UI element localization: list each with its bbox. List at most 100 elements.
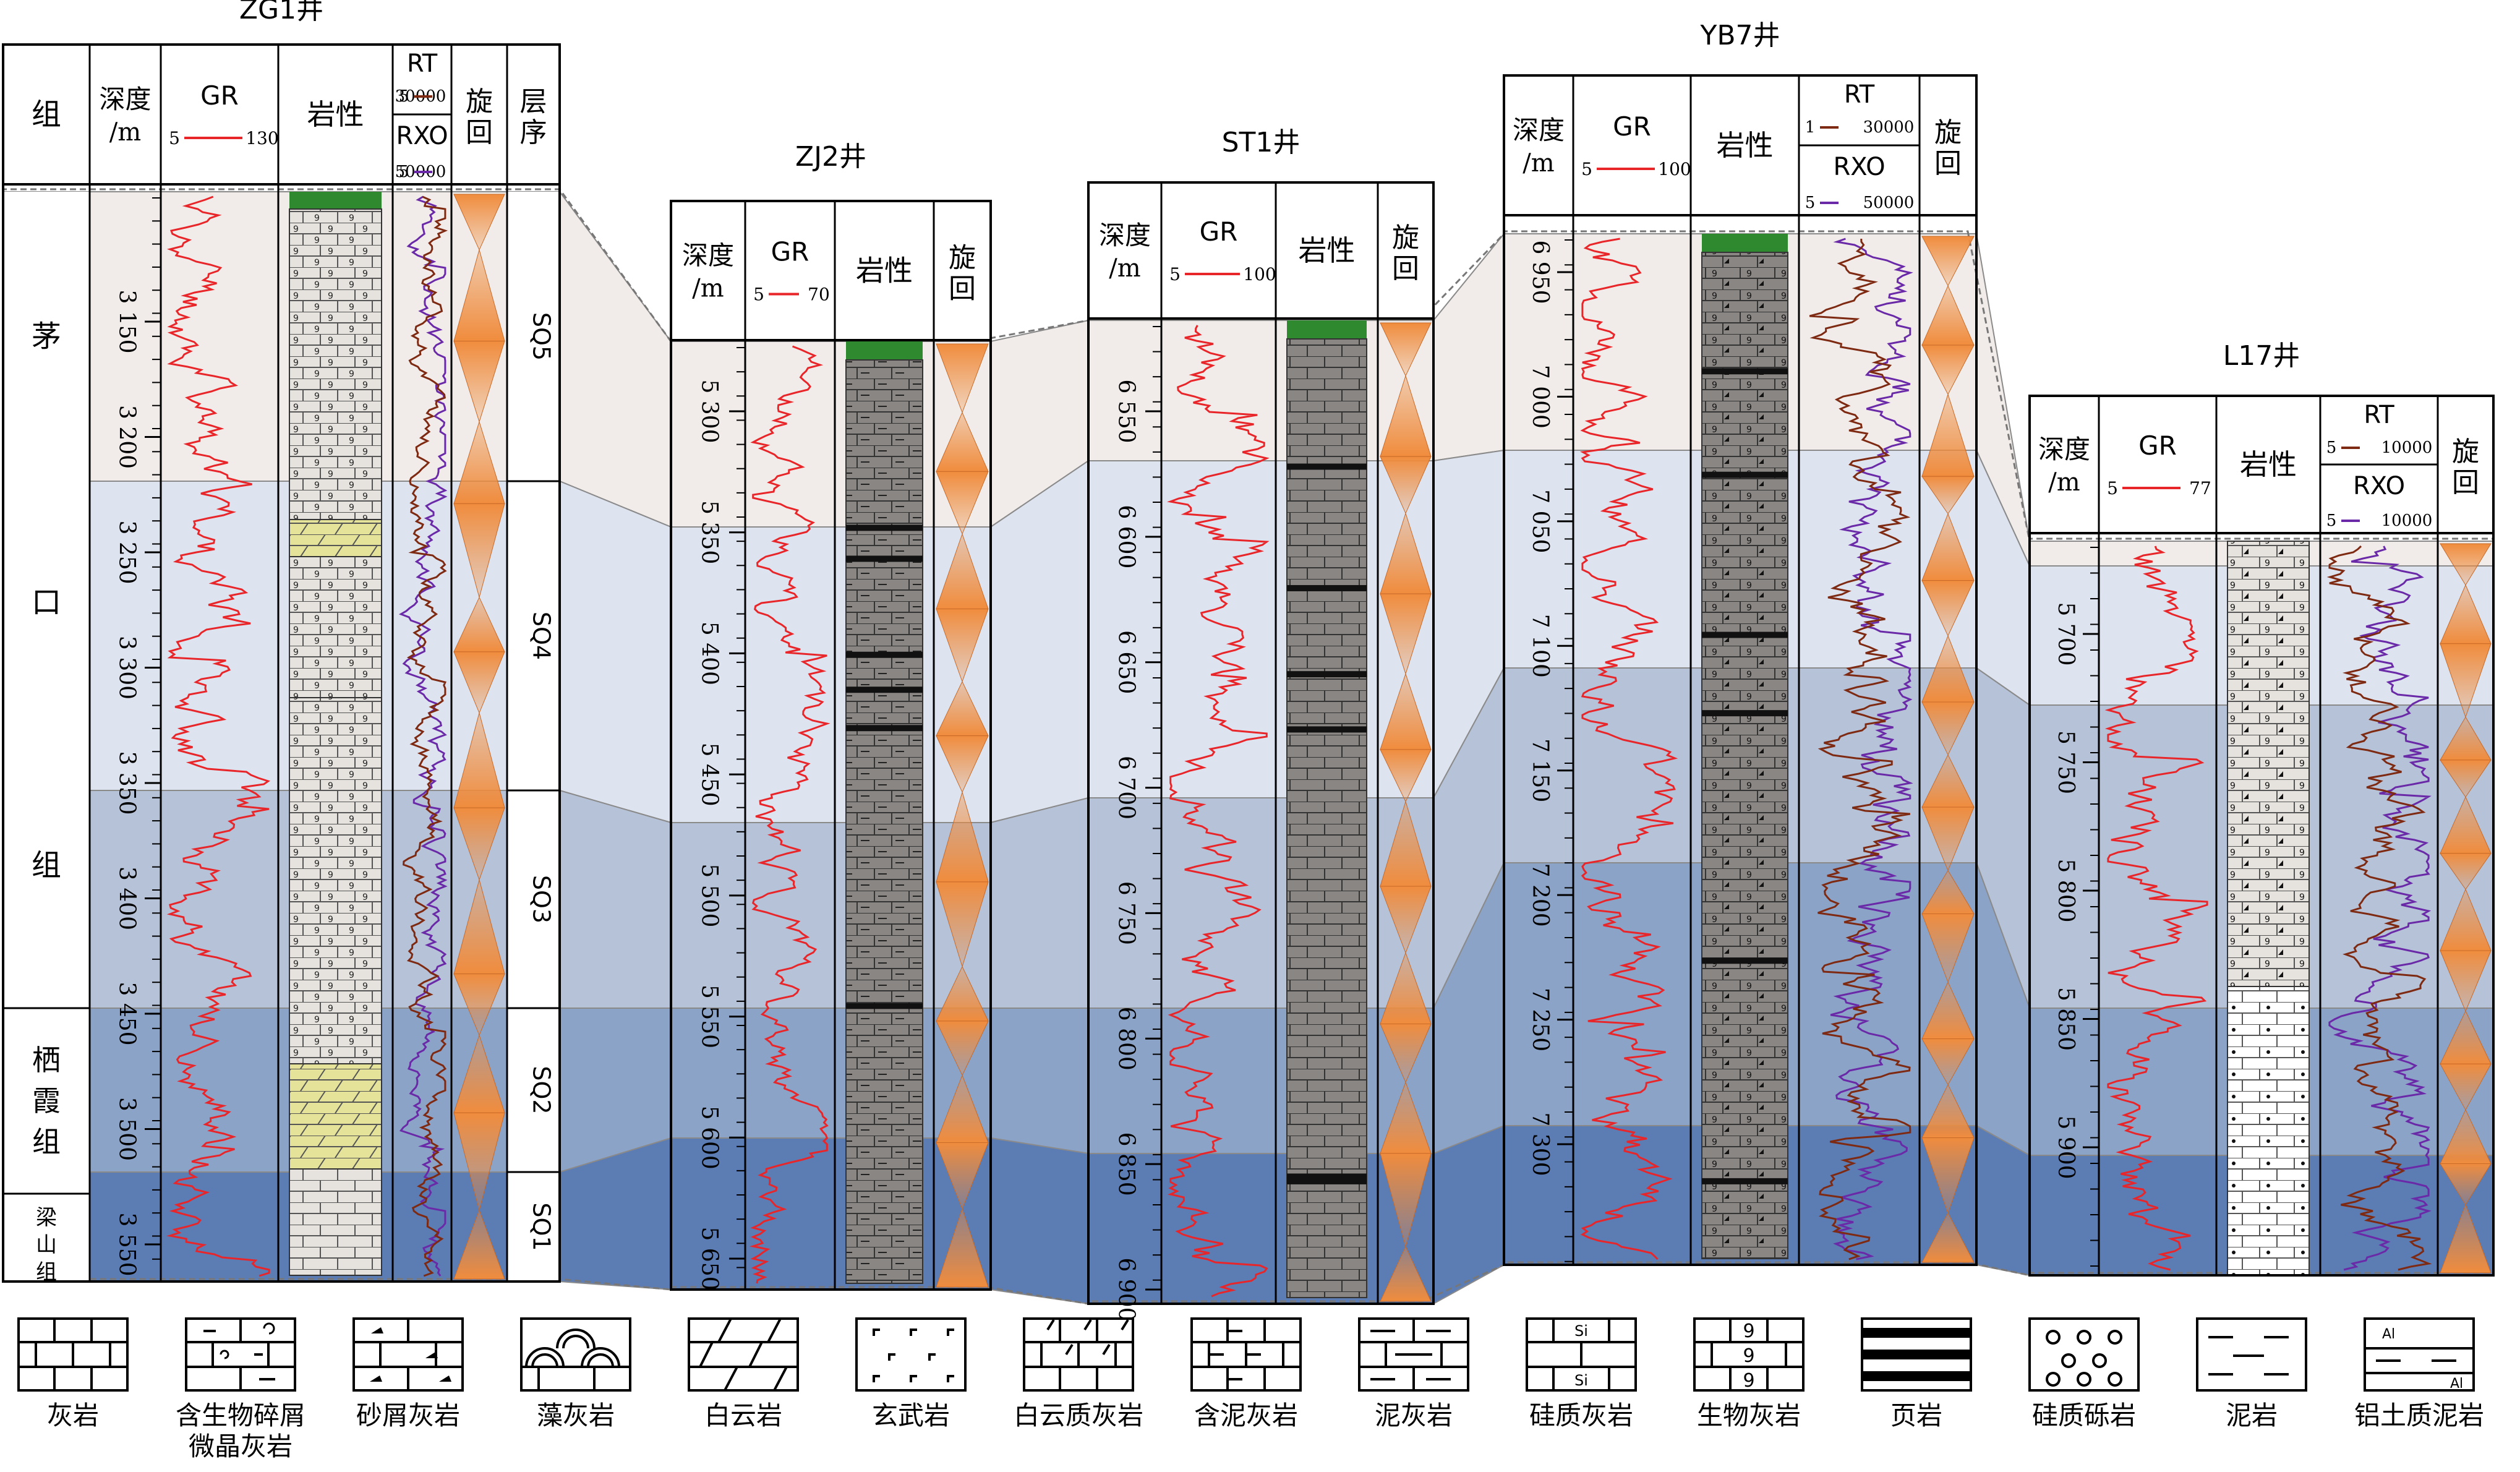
depth-tick-label: 6 700 [1114,756,1139,819]
cycle-fall [1380,322,1432,377]
shale-bed [1702,1178,1788,1184]
algal-limestone-icon [520,1317,631,1392]
depth-unit: /m [2048,468,2080,497]
shale-bed [846,725,923,732]
lithology-header: 岩性 [2240,448,2297,481]
cycle-fall [2440,643,2492,718]
lithology-header: 岩性 [856,254,913,288]
siliceous-limestone-icon: Si Si [1526,1317,1637,1392]
depth-tick-label: 3 400 [114,867,139,930]
gr-curve [166,195,271,1277]
cycle-fall [1921,1038,1975,1085]
depth-tick-label: 3 550 [114,1212,139,1276]
cycle-fall [453,194,505,251]
rt-header: RT [1844,80,1875,109]
legend-label: 灰岩 [46,1400,99,1431]
lithology-header: 岩性 [307,98,364,131]
cycle-header: 旋 [466,86,493,118]
header-bg [1088,182,1433,319]
header-bg [3,45,560,184]
rt-header: RT [2364,401,2394,429]
depth-tick-label: 5 850 [2053,987,2078,1051]
sequence-label: SQ2 [528,1066,555,1114]
gr-header: GR [200,80,239,111]
formation-label: 栖 [32,1043,61,1077]
cycle-rise [2440,1204,2492,1273]
legend-item-basalt: 玄武岩 [843,1317,979,1431]
legend-label: 硅质砾岩 [2031,1400,2136,1431]
depth-tick-label: 3 350 [114,751,139,815]
legend-label: 生物灰岩 [1696,1400,1801,1431]
limestone-icon [17,1317,129,1392]
shale-bed [1702,631,1788,638]
depth-header: 深度 [1513,115,1565,145]
sequence-label: SQ3 [528,875,555,923]
lithology-header: 岩性 [1717,129,1774,162]
depth-tick-label: 6 850 [1114,1132,1139,1196]
rxo-scale-max: 10000 [2381,511,2433,530]
cycle-header: 旋 [1392,222,1419,254]
shale-bed [1287,1173,1367,1180]
gr-scale-min: 5 [169,128,180,148]
lith-dark-limestone [1701,252,1788,1259]
svg-text:9: 9 [1743,1370,1754,1392]
depth-tick-label: 5 900 [2053,1115,2078,1179]
cycle-fall [1380,456,1432,515]
svg-text:Si: Si [1574,1372,1588,1389]
siliceous-conglomerate-icon [2028,1317,2140,1392]
well-name: L17井 [2223,340,2300,372]
well-name: ZG1井 [239,0,323,25]
legend-item-calcarenite: 砂屑灰岩 [340,1317,476,1431]
shale-bed [846,555,923,562]
dolomite-icon [688,1317,799,1392]
shale-bed [1702,957,1788,964]
rxo-curve [398,195,448,1277]
cycle-fall [453,1112,505,1212]
cycle-fall [936,1142,989,1210]
cycle-fall [1380,1023,1432,1084]
well-frame [670,200,992,1291]
legend-label: 含泥灰岩 [1194,1400,1298,1431]
shale-bed [1287,671,1367,678]
depth-tick-label: 6 750 [1114,881,1139,945]
rxo-header: RXO [2353,472,2405,500]
lith-calcarenite [2227,541,2310,987]
cycle-rise [1921,1212,1975,1263]
legend-item-siliceous-limestone: Si Si 硅质灰岩 [1513,1317,1649,1431]
rt-scale-min: 5 [2326,439,2337,457]
legend-item-mudstone: 泥岩 [2184,1317,2320,1431]
bottom-outline [2,1261,2493,1305]
cycle-header: 回 [1934,148,1962,179]
cycle-header: 回 [1392,253,1419,285]
shale-bed [1287,726,1367,733]
sequence-header: 层 [520,86,547,118]
gr-header: GR [1613,111,1651,142]
svg-text:Si: Si [1574,1322,1588,1340]
depth-tick-label: 7 250 [1527,988,1553,1051]
cycle-header: 回 [2452,467,2479,499]
depth-tick-label: 7 150 [1527,738,1553,802]
rt-scale-min: 1 [1805,118,1816,137]
cycle-fall [1921,701,1975,756]
lith-dolomite [289,1063,382,1170]
gr-curve [2104,546,2208,1271]
depth-tick-label: 3 300 [114,636,139,700]
well-name: YB7井 [1699,20,1780,51]
bioclastic-micrite-icon [185,1317,296,1392]
rt-scale-max: 30000 [1863,118,1915,137]
depth-tick-label: 7 200 [1527,863,1553,927]
formation-header: 组 [32,97,61,132]
svg-text:9: 9 [1743,1345,1754,1367]
gr-header: GR [1200,216,1238,247]
bio-limestone-icon: 9 9 9 [1693,1317,1805,1392]
legend-label: 砂屑灰岩 [356,1400,460,1431]
basalt-cap [1287,320,1367,339]
gr-scale-max: 100 [1243,264,1276,285]
well-name: ZJ2井 [795,141,866,173]
legend-item-limestone: 灰岩 [5,1317,141,1431]
gr-header: GR [2138,430,2177,461]
rxo-header: RXO [396,122,448,150]
